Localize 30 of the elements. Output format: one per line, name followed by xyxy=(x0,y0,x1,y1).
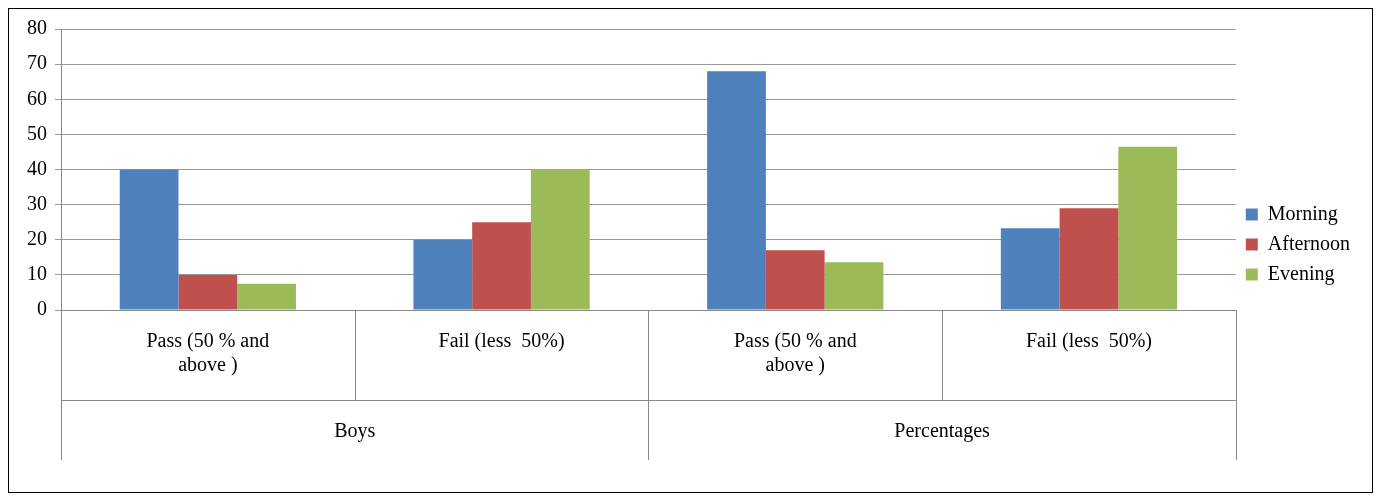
bar xyxy=(413,239,473,310)
bar xyxy=(707,71,766,310)
x-tick-label: Pass (50 % and above ) xyxy=(146,329,270,377)
bar xyxy=(178,274,238,310)
y-tick-label: 50 xyxy=(27,121,47,144)
legend-label: Afternoon xyxy=(1267,231,1351,254)
bar xyxy=(765,250,825,310)
y-tick-label: 30 xyxy=(27,191,47,214)
bar xyxy=(1000,228,1060,310)
y-tick-label: 80 xyxy=(27,16,47,39)
legend-label: Evening xyxy=(1267,261,1335,285)
legend-label: Morning xyxy=(1267,201,1338,225)
y-tick-label: 70 xyxy=(27,51,47,74)
y-tick-label: 60 xyxy=(27,86,47,109)
bar xyxy=(237,283,296,310)
x-tick-label: Fail (less 50%) xyxy=(438,329,565,353)
bar xyxy=(119,169,179,310)
y-tick-label: 20 xyxy=(27,227,47,249)
bar xyxy=(472,222,531,310)
y-tick-label: 40 xyxy=(27,156,47,179)
x-tick-label: Fail (less 50%) xyxy=(1025,329,1152,353)
text: Boys xyxy=(334,419,376,443)
x-tick-label: Pass (50 % and above ) xyxy=(733,329,857,377)
y-tick-label: 0 xyxy=(37,297,47,320)
bar xyxy=(1118,146,1178,310)
bar xyxy=(1059,208,1119,310)
bar xyxy=(530,169,590,310)
bar xyxy=(824,262,884,310)
y-tick-label: 10 xyxy=(27,262,47,285)
text: Percentages xyxy=(894,419,991,443)
